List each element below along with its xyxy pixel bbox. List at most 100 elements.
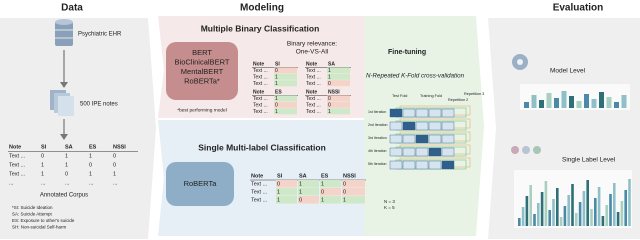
thumbnail-bar bbox=[582, 191, 586, 226]
table-cell-text: Text ... bbox=[253, 96, 268, 102]
thumbnail-bar bbox=[613, 183, 616, 226]
param: N = 3 bbox=[384, 199, 395, 204]
table-cell-text: 0 bbox=[41, 153, 44, 159]
table-cell bbox=[320, 180, 341, 188]
model-name: MentalBERT bbox=[181, 67, 224, 76]
table-cell-text: 1 bbox=[275, 96, 278, 102]
model-icon bbox=[512, 54, 528, 70]
iteration-label: 5th Iteration bbox=[368, 162, 387, 166]
table-cell-text: Text ... bbox=[251, 197, 268, 203]
train-fold bbox=[428, 134, 442, 144]
iteration-label: 2nd Iteration bbox=[368, 123, 388, 127]
thumbnail-bar bbox=[601, 216, 605, 226]
thumbnail-bar bbox=[529, 185, 532, 226]
thumbnail-bar bbox=[518, 218, 521, 226]
thumbnail-bar bbox=[609, 194, 612, 226]
roberta-box bbox=[166, 162, 234, 206]
table-cell-text: 0 bbox=[328, 96, 331, 102]
train-fold bbox=[415, 147, 429, 157]
test-fold bbox=[415, 134, 429, 144]
test-fold bbox=[389, 108, 403, 118]
train-fold bbox=[389, 121, 403, 131]
table-cell-text: 1 bbox=[113, 171, 116, 177]
table-header: Note bbox=[9, 144, 21, 150]
table-header: ES bbox=[89, 144, 97, 150]
table-cell bbox=[327, 73, 350, 80]
table-cell-text: 0 bbox=[321, 189, 324, 195]
table-cell-text: ... bbox=[89, 180, 94, 186]
thumbnail-bar bbox=[594, 198, 597, 226]
table-header: Note bbox=[306, 89, 317, 95]
table-cell bbox=[327, 108, 350, 115]
table-cell-text: Text ... bbox=[251, 181, 268, 187]
thumbnail-bar bbox=[576, 101, 582, 108]
table-cell bbox=[274, 101, 297, 108]
table-cell-text: ... bbox=[65, 180, 70, 186]
level-label: Single Label Level bbox=[562, 157, 616, 164]
table-cell bbox=[276, 188, 297, 196]
table-cell bbox=[327, 80, 350, 87]
thumbnail-bar bbox=[584, 94, 589, 108]
abbreviation: SH: Non-suicidal Self-harm bbox=[12, 225, 67, 230]
table-cell-text: 0 bbox=[299, 197, 302, 203]
table-cell-text: 1 bbox=[89, 153, 92, 159]
train-fold bbox=[389, 134, 403, 144]
table-cell-text: 0 bbox=[65, 171, 68, 177]
thumbnail-bar bbox=[586, 180, 589, 226]
test-fold bbox=[402, 121, 416, 131]
train-fold bbox=[441, 134, 455, 144]
table-cell-text: 0 bbox=[328, 81, 331, 87]
table-cell bbox=[298, 188, 319, 196]
train-fold bbox=[415, 108, 429, 118]
thumbnail-bar bbox=[616, 212, 620, 226]
iteration-label: 3rd Iteration bbox=[368, 136, 387, 140]
table-header: Note bbox=[251, 173, 263, 179]
thumbnail-bar bbox=[533, 214, 536, 226]
table-cell-text: Text ... bbox=[306, 96, 321, 102]
level-label: Model Level bbox=[550, 68, 586, 75]
thumbnail-bar bbox=[556, 188, 559, 226]
thumbnail-bar bbox=[546, 93, 552, 108]
table-cell-text: Text ... bbox=[9, 153, 26, 159]
arrowhead bbox=[60, 134, 68, 140]
table-cell-text: 1 bbox=[277, 197, 280, 203]
thumbnail-bar bbox=[559, 217, 563, 226]
table-header: NSSI bbox=[328, 89, 340, 95]
table-cell-text: ... bbox=[41, 180, 46, 186]
thumbnail-bar bbox=[524, 102, 529, 108]
table-cell bbox=[327, 67, 350, 74]
table-header: SA bbox=[328, 61, 335, 67]
table-cell-text: 0 bbox=[277, 181, 280, 187]
iteration-label: 1st Iteration bbox=[368, 110, 386, 114]
train-fold bbox=[428, 121, 442, 131]
table-header: NSSI bbox=[343, 173, 356, 179]
thumbnail-bar bbox=[571, 184, 574, 226]
thumbnail-bar bbox=[548, 210, 551, 226]
train-fold bbox=[441, 147, 455, 157]
model-name: BioClinicalBERT bbox=[175, 57, 230, 66]
table-header: NSSI bbox=[113, 144, 126, 150]
thumbnail-bar bbox=[628, 179, 631, 226]
table-cell-text: Text ... bbox=[306, 68, 321, 74]
table-header: Note bbox=[253, 61, 264, 67]
section-title: Data bbox=[61, 3, 83, 14]
thumbnail-bar bbox=[597, 187, 601, 226]
table-header: SA bbox=[65, 144, 73, 150]
table-cell bbox=[327, 95, 350, 102]
table-cell-text: 1 bbox=[328, 74, 331, 80]
table-cell-text: 0 bbox=[343, 189, 346, 195]
table-cell-text: 0 bbox=[89, 162, 92, 168]
table-cell-text: Text ... bbox=[251, 189, 268, 195]
table-cell-text: Text ... bbox=[306, 102, 321, 108]
label-icon bbox=[511, 146, 541, 154]
train-fold bbox=[415, 160, 429, 170]
test-fold bbox=[441, 160, 455, 170]
table-cell-text: 1 bbox=[343, 197, 346, 203]
model-name: RoBERTa* bbox=[184, 76, 220, 85]
abbreviation: ES: Exposure to other's suicide bbox=[12, 218, 75, 223]
table-header: SI bbox=[277, 173, 283, 179]
train-fold bbox=[402, 134, 416, 144]
fold-label: Training Fold bbox=[420, 94, 442, 98]
strategy: One-VS-All bbox=[296, 49, 329, 56]
